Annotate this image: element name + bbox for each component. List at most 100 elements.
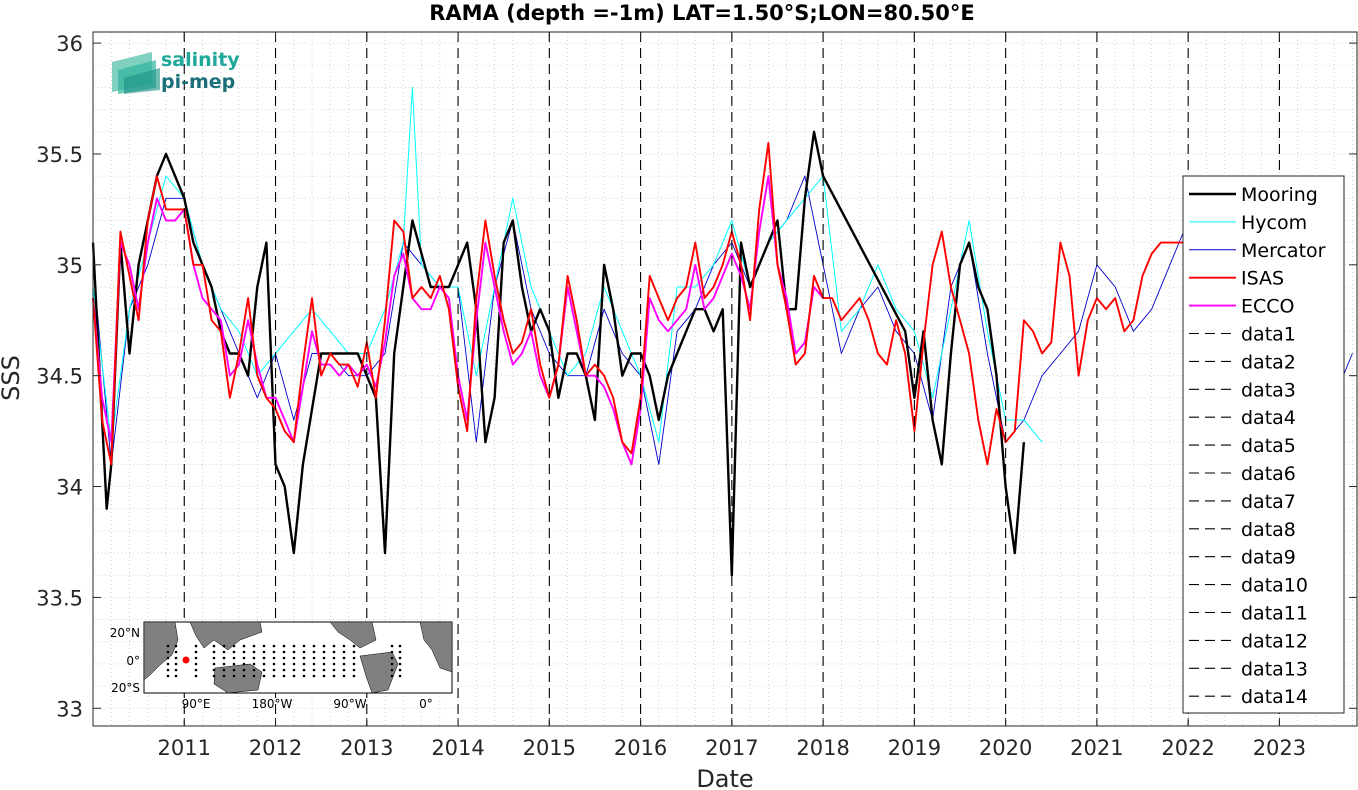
x-tick-label: 2022: [1161, 736, 1214, 760]
inset-lon-label-90w: 90°W: [333, 697, 366, 711]
inset-buoy-dot: [232, 668, 236, 672]
inset-buoy-dot: [222, 656, 226, 660]
inset-buoy-dot: [312, 668, 316, 672]
inset-buoy-dot: [332, 650, 336, 654]
inset-buoy-dot: [232, 650, 236, 654]
inset-buoy-dot: [232, 674, 236, 678]
inset-buoy-dot: [222, 650, 226, 654]
legend-label-data10: data10: [1241, 575, 1308, 597]
inset-buoy-dot: [292, 668, 296, 672]
inset-buoy-dot: [222, 644, 226, 648]
legend-label-mercator: Mercator: [1241, 240, 1326, 262]
series-line-isas: [92, 141, 1207, 466]
inset-buoy-dot: [194, 662, 198, 666]
inset-location-map: 20°N 0° 20°S 90°E 180°W 90°W 0°: [110, 621, 453, 711]
inset-buoy-dot: [332, 668, 336, 672]
inset-buoy-dot: [292, 644, 296, 648]
inset-buoy-dot: [242, 644, 246, 648]
inset-buoy-dot: [252, 656, 256, 660]
inset-buoy-dot: [342, 650, 346, 654]
inset-buoy-dot: [292, 656, 296, 660]
x-tick-label: 2021: [1070, 736, 1123, 760]
inset-buoy-array: [166, 644, 402, 678]
inset-buoy-dot: [292, 674, 296, 678]
inset-buoy-dot: [398, 668, 402, 672]
axes-frame: [92, 31, 1358, 727]
legend-label-data14: data14: [1241, 686, 1308, 708]
inset-buoy-dot: [282, 668, 286, 672]
inset-buoy-dot: [332, 656, 336, 660]
legend-label-data1: data1: [1241, 324, 1296, 346]
inset-buoy-dot: [252, 650, 256, 654]
y-tick-label: 33.5: [36, 586, 83, 610]
inset-buoy-dot: [262, 668, 266, 672]
inset-buoy-dot: [232, 644, 236, 648]
inset-buoy-dot: [342, 662, 346, 666]
inset-buoy-dot: [242, 668, 246, 672]
y-tick-label: 35: [56, 254, 83, 278]
y-axis-label: SSS: [0, 355, 25, 401]
inset-buoy-dot: [166, 656, 170, 660]
inset-buoy-dot: [322, 656, 326, 660]
inset-buoy-dot: [252, 668, 256, 672]
x-tick-label: 2013: [340, 736, 393, 760]
inset-buoy-dot: [174, 650, 178, 654]
inset-buoy-dot: [272, 644, 276, 648]
inset-buoy-dot: [166, 674, 170, 678]
inset-buoy-dot: [242, 650, 246, 654]
inset-buoy-dot: [242, 662, 246, 666]
inset-buoy-dot: [352, 668, 356, 672]
inset-landmass-north-america: [329, 621, 377, 649]
x-tick-label: 2018: [796, 736, 849, 760]
x-tick-label: 2014: [431, 736, 484, 760]
inset-buoy-dot: [242, 656, 246, 660]
y-tick-label: 36: [56, 32, 83, 56]
inset-buoy-dot: [194, 644, 198, 648]
chart-title: RAMA (depth =-1m) LAT=1.50°S;LON=80.50°E: [429, 1, 975, 25]
inset-buoy-dot: [390, 674, 394, 678]
inset-buoy-dot: [390, 668, 394, 672]
inset-buoy-dot: [398, 662, 402, 666]
inset-buoy-dot: [302, 650, 306, 654]
inset-buoy-dot: [390, 656, 394, 660]
y-tick-label: 35.5: [36, 143, 83, 167]
inset-buoy-dot: [272, 656, 276, 660]
inset-buoy-dot: [282, 662, 286, 666]
inset-buoy-dot: [322, 662, 326, 666]
inset-buoy-dot: [282, 656, 286, 660]
x-tick-label: 2017: [705, 736, 758, 760]
y-tick-label: 34.5: [36, 365, 83, 389]
inset-buoy-dot: [282, 674, 286, 678]
inset-buoy-dot: [212, 674, 216, 678]
inset-buoy-dot: [262, 650, 266, 654]
legend-label-data12: data12: [1241, 630, 1308, 652]
inset-buoy-dot: [166, 650, 170, 654]
legend-label-ecco: ECCO: [1241, 296, 1295, 318]
x-tick-label: 2019: [888, 736, 941, 760]
y-tick-label: 34: [56, 476, 83, 500]
inset-buoy-dot: [174, 656, 178, 660]
x-tick-label: 2012: [249, 736, 302, 760]
inset-buoy-dot: [312, 650, 316, 654]
legend-label-data8: data8: [1241, 519, 1296, 541]
inset-landmass-africa: [143, 621, 179, 681]
inset-buoy-dot: [322, 668, 326, 672]
inset-buoy-dot: [342, 656, 346, 660]
inset-lat-label-south: 20°S: [111, 681, 140, 695]
inset-buoy-dot: [174, 668, 178, 672]
inset-buoy-dot: [212, 644, 216, 648]
series-line-mooring: [91, 130, 1026, 577]
inset-buoy-dot: [174, 644, 178, 648]
inset-lon-label-180w: 180°W: [252, 697, 293, 711]
legend: Mooring Hycom Mercator ISAS ECCO data1 data2 da…: [1182, 175, 1345, 714]
inset-lon-label-90e: 90°E: [182, 697, 211, 711]
inset-buoy-dot: [390, 650, 394, 654]
inset-lon-label-0: 0°: [419, 697, 433, 711]
legend-label-isas: ISAS: [1241, 268, 1284, 290]
inset-buoy-dot: [352, 656, 356, 660]
inset-lat-label-equator: 0°: [126, 654, 140, 668]
inset-buoy-dot: [212, 656, 216, 660]
inset-landmass-africa-east: [419, 621, 453, 673]
inset-buoy-dot: [262, 644, 266, 648]
inset-buoy-dot: [332, 674, 336, 678]
